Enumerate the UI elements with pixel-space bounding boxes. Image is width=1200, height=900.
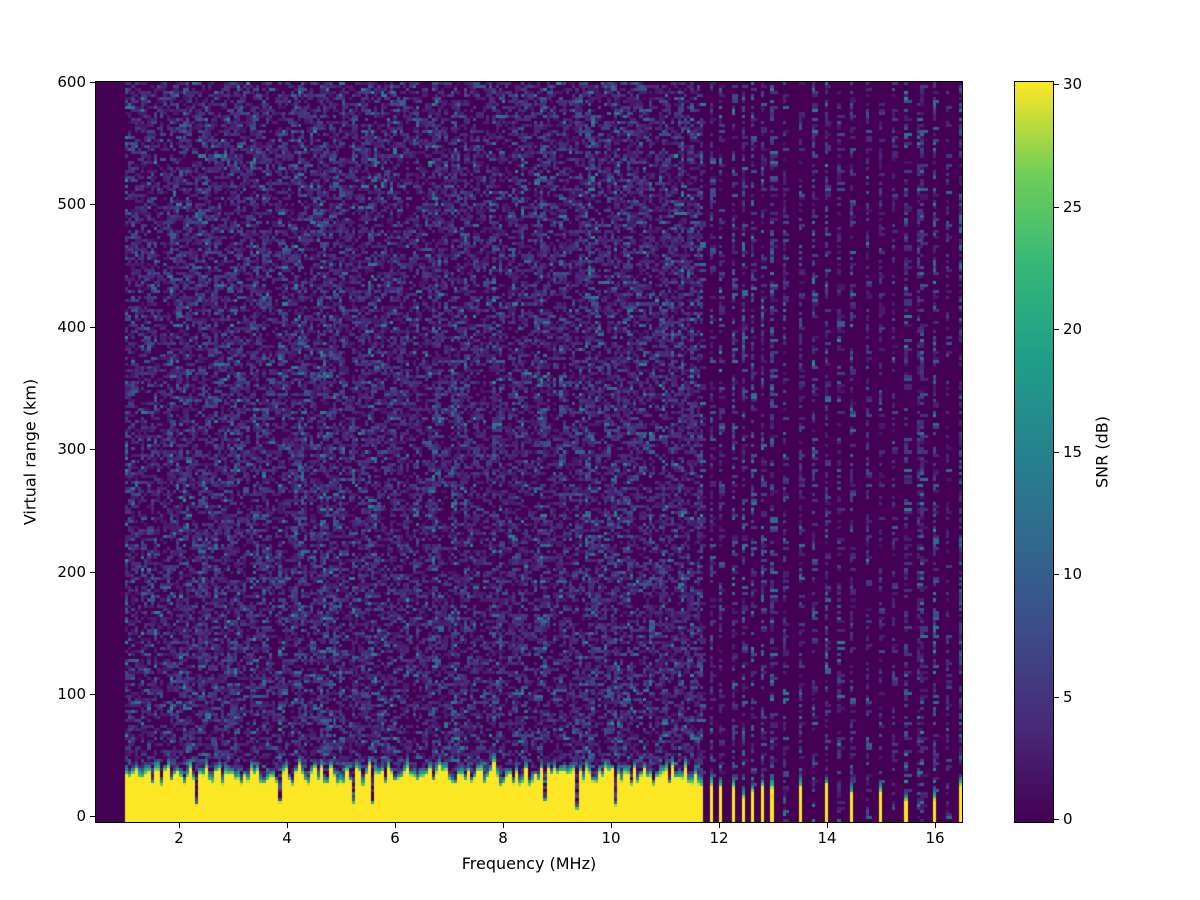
- y-tick-label: 600: [57, 73, 86, 91]
- y-tick-mark: [90, 82, 95, 83]
- colorbar-tick-mark: [1054, 819, 1059, 820]
- x-tick-mark: [935, 823, 936, 828]
- x-tick-label: 4: [282, 829, 292, 847]
- y-tick-label: 200: [57, 563, 86, 581]
- colorbar-tick-mark: [1054, 452, 1059, 453]
- x-tick-mark: [719, 823, 720, 828]
- x-tick-mark: [287, 823, 288, 828]
- colorbar-tick-label: 0: [1063, 810, 1073, 828]
- y-tick-label: 0: [76, 807, 86, 825]
- x-tick-mark: [179, 823, 180, 828]
- y-tick-label: 100: [57, 685, 86, 703]
- x-tick-label: 16: [925, 829, 945, 847]
- colorbar-label: SNR (dB): [1092, 416, 1112, 488]
- colorbar-tick-mark: [1054, 207, 1059, 208]
- y-tick-mark: [90, 816, 95, 817]
- x-tick-mark: [827, 823, 828, 828]
- colorbar-tick-mark: [1054, 697, 1059, 698]
- colorbar-tick-mark: [1054, 329, 1059, 330]
- x-axis-label: Frequency (MHz): [461, 854, 597, 873]
- x-tick-label: 14: [817, 829, 837, 847]
- y-tick-label: 500: [57, 195, 86, 213]
- x-tick-label: 12: [709, 829, 729, 847]
- y-tick-mark: [90, 694, 95, 695]
- y-tick-label: 300: [57, 440, 86, 458]
- x-tick-mark: [611, 823, 612, 828]
- y-tick-mark: [90, 572, 95, 573]
- colorbar-tick-label: 15: [1063, 443, 1083, 461]
- y-tick-mark: [90, 204, 95, 205]
- x-tick-label: 10: [601, 829, 621, 847]
- y-tick-mark: [90, 449, 95, 450]
- x-tick-mark: [503, 823, 504, 828]
- y-axis-label: Virtual range (km): [20, 378, 40, 526]
- colorbar-tick-label: 25: [1063, 198, 1083, 216]
- y-tick-label: 400: [57, 318, 86, 336]
- y-tick-mark: [90, 327, 95, 328]
- colorbar-tick-label: 30: [1063, 75, 1083, 93]
- colorbar-tick-label: 10: [1063, 565, 1083, 583]
- colorbar-tick-mark: [1054, 574, 1059, 575]
- colorbar-tick-label: 5: [1063, 688, 1073, 706]
- colorbar-tick-mark: [1054, 84, 1059, 85]
- ionogram-heatmap: [96, 82, 962, 822]
- colorbar-tick-label: 20: [1063, 320, 1083, 338]
- colorbar-gradient: [1015, 82, 1053, 822]
- colorbar: [1014, 81, 1054, 823]
- x-tick-mark: [395, 823, 396, 828]
- x-tick-label: 8: [498, 829, 508, 847]
- x-tick-label: 2: [174, 829, 184, 847]
- x-tick-label: 6: [390, 829, 400, 847]
